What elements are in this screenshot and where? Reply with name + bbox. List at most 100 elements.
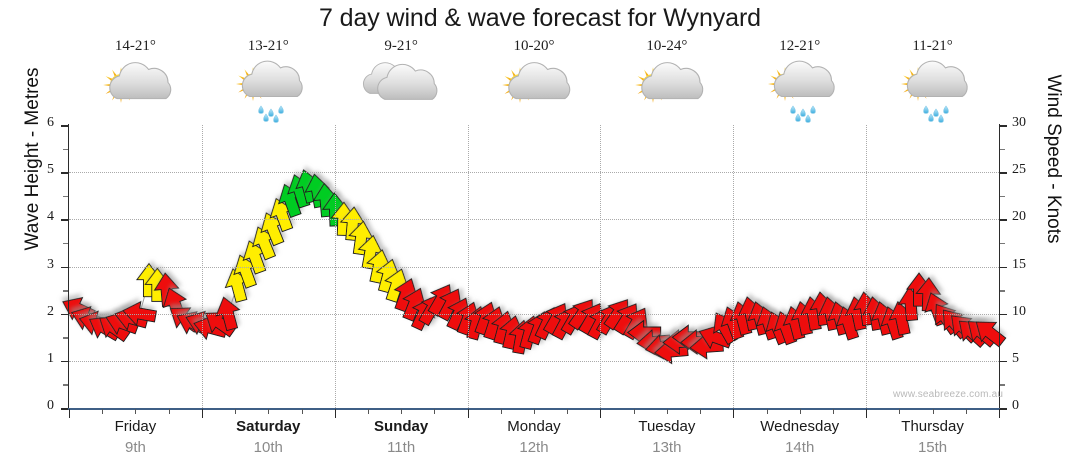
y-axis-left-minor-tick	[63, 148, 69, 151]
y-axis-right-tick	[999, 125, 1007, 127]
day-header-monday: 10-20°	[468, 38, 601, 121]
day-date: 14th	[785, 439, 815, 456]
gridline-horizontal	[69, 172, 999, 174]
wind-arrow	[975, 321, 1007, 348]
day-date: 12th	[519, 439, 549, 456]
day-header-saturday: 13-21°	[202, 38, 335, 123]
x-axis-major-tick	[334, 409, 336, 418]
day-header-wednesday: 12-21°	[733, 38, 866, 123]
day-date: 15th	[917, 439, 948, 456]
day-temperature-range: 11-21°	[912, 38, 953, 54]
wind-arrow	[384, 268, 409, 303]
x-axis-minor-tick	[766, 409, 768, 414]
x-axis-major-tick	[467, 409, 469, 418]
wind-arrow	[402, 287, 427, 322]
y-axis-right-minor-tick	[999, 242, 1005, 245]
x-axis-minor-tick	[965, 409, 967, 414]
y-axis-left-minor-tick	[63, 242, 69, 245]
x-axis-minor-tick	[235, 409, 237, 414]
day-name: Monday	[507, 418, 561, 435]
x-axis-minor-tick	[301, 409, 303, 414]
wind-arrow	[242, 240, 268, 275]
day-name: Wednesday	[760, 418, 840, 435]
day-label-friday: Friday 9th	[69, 418, 202, 456]
day-header-tuesday: 10-24°	[600, 38, 733, 121]
x-axis-minor-tick	[899, 409, 901, 414]
x-axis-major-tick	[733, 409, 735, 418]
y-axis-left-minor-tick	[63, 384, 69, 386]
day-label-sunday: Sunday 11th	[335, 418, 468, 456]
x-axis-minor-tick	[268, 409, 270, 414]
day-temperature-range: 9-21°	[384, 38, 418, 54]
y-axis-right-minor-tick	[999, 148, 1005, 151]
sun-cloud-icon	[600, 61, 733, 121]
day-date: 9th	[124, 439, 146, 456]
day-temperature-range: 12-21°	[779, 38, 821, 54]
left-axis-line	[68, 124, 69, 409]
y-axis-right-minor-tick	[999, 195, 1005, 198]
watermark: www.seabreeze.com.au	[893, 389, 1004, 400]
sun-cloud-icon	[69, 61, 202, 121]
x-axis-major-tick	[600, 409, 602, 418]
y-axis-right-minor-tick	[999, 290, 1005, 292]
y-axis-right-tick-label: 5	[1012, 350, 1019, 366]
day-header-friday: 14-21°	[69, 38, 202, 121]
x-axis-major-tick	[201, 409, 203, 418]
y-axis-left-minor-tick	[63, 195, 69, 198]
sun-cloud-icon	[468, 61, 601, 121]
x-axis-major-tick	[999, 409, 1000, 418]
y-axis-right-tick	[999, 360, 1007, 363]
y-axis-left-tick-label: 3	[47, 256, 54, 272]
x-axis-minor-tick	[700, 409, 702, 414]
gridline-vertical	[866, 125, 868, 408]
day-name: Tuesday	[638, 418, 696, 435]
y-axis-right-tick-label: 15	[1012, 256, 1026, 272]
day-date: 11th	[387, 439, 416, 456]
day-name: Thursday	[901, 418, 964, 435]
day-temperature-range: 10-24°	[646, 38, 688, 54]
x-axis-minor-tick	[434, 409, 436, 414]
y-axis-right-title: Wind Speed - Knots	[1043, 74, 1064, 244]
y-axis-left-tick	[61, 125, 69, 127]
y-axis-left-tick-label: 0	[47, 398, 54, 413]
wind-arrow	[437, 288, 463, 322]
gridline-vertical	[600, 125, 602, 408]
sun-cloud-rain-icon	[733, 60, 866, 123]
y-axis-left-tick-label: 6	[47, 115, 54, 130]
x-axis-minor-tick	[633, 409, 635, 414]
y-axis-right-tick-label: 10	[1012, 303, 1026, 319]
plot-area	[62, 125, 1007, 408]
y-axis-left-tick-label: 4	[47, 209, 54, 225]
y-axis-left-tick-label: 2	[47, 303, 54, 319]
y-axis-left-tick	[61, 266, 69, 268]
y-axis-right-minor-tick	[999, 384, 1005, 386]
y-axis-right-tick-label: 0	[1012, 398, 1019, 413]
day-name: Saturday	[236, 418, 301, 435]
wind-arrow	[122, 300, 157, 327]
y-axis-left-tick	[61, 219, 69, 221]
y-axis-left-tick	[61, 172, 69, 174]
gridline-vertical	[201, 125, 203, 408]
day-name: Friday	[114, 418, 157, 435]
sun-cloud-rain-icon	[202, 60, 335, 123]
x-axis-minor-tick	[832, 409, 834, 414]
y-axis-right-tick	[999, 172, 1007, 174]
day-temperature-range: 14-21°	[114, 38, 156, 54]
y-axis-right-tick-label: 30	[1012, 115, 1026, 130]
y-axis-left-tick	[61, 408, 69, 410]
day-label-wednesday: Wednesday 14th	[733, 418, 866, 456]
right-axis-line	[999, 124, 1000, 409]
y-axis-left-tick-label: 1	[47, 350, 54, 366]
gridline-horizontal	[69, 313, 999, 315]
day-header-sunday: 9-21°	[335, 38, 468, 121]
x-axis-minor-tick	[932, 409, 934, 414]
day-label-saturday: Saturday 10th	[202, 418, 335, 456]
gridline-horizontal	[69, 360, 999, 362]
y-axis-left-tick	[61, 313, 69, 316]
day-date: 10th	[253, 439, 283, 456]
day-label-monday: Monday 12th	[468, 418, 601, 456]
y-axis-left-minor-tick	[63, 290, 69, 292]
day-name: Sunday	[374, 418, 429, 435]
x-axis-minor-tick	[168, 409, 170, 414]
y-axis-left-tick	[61, 360, 69, 363]
